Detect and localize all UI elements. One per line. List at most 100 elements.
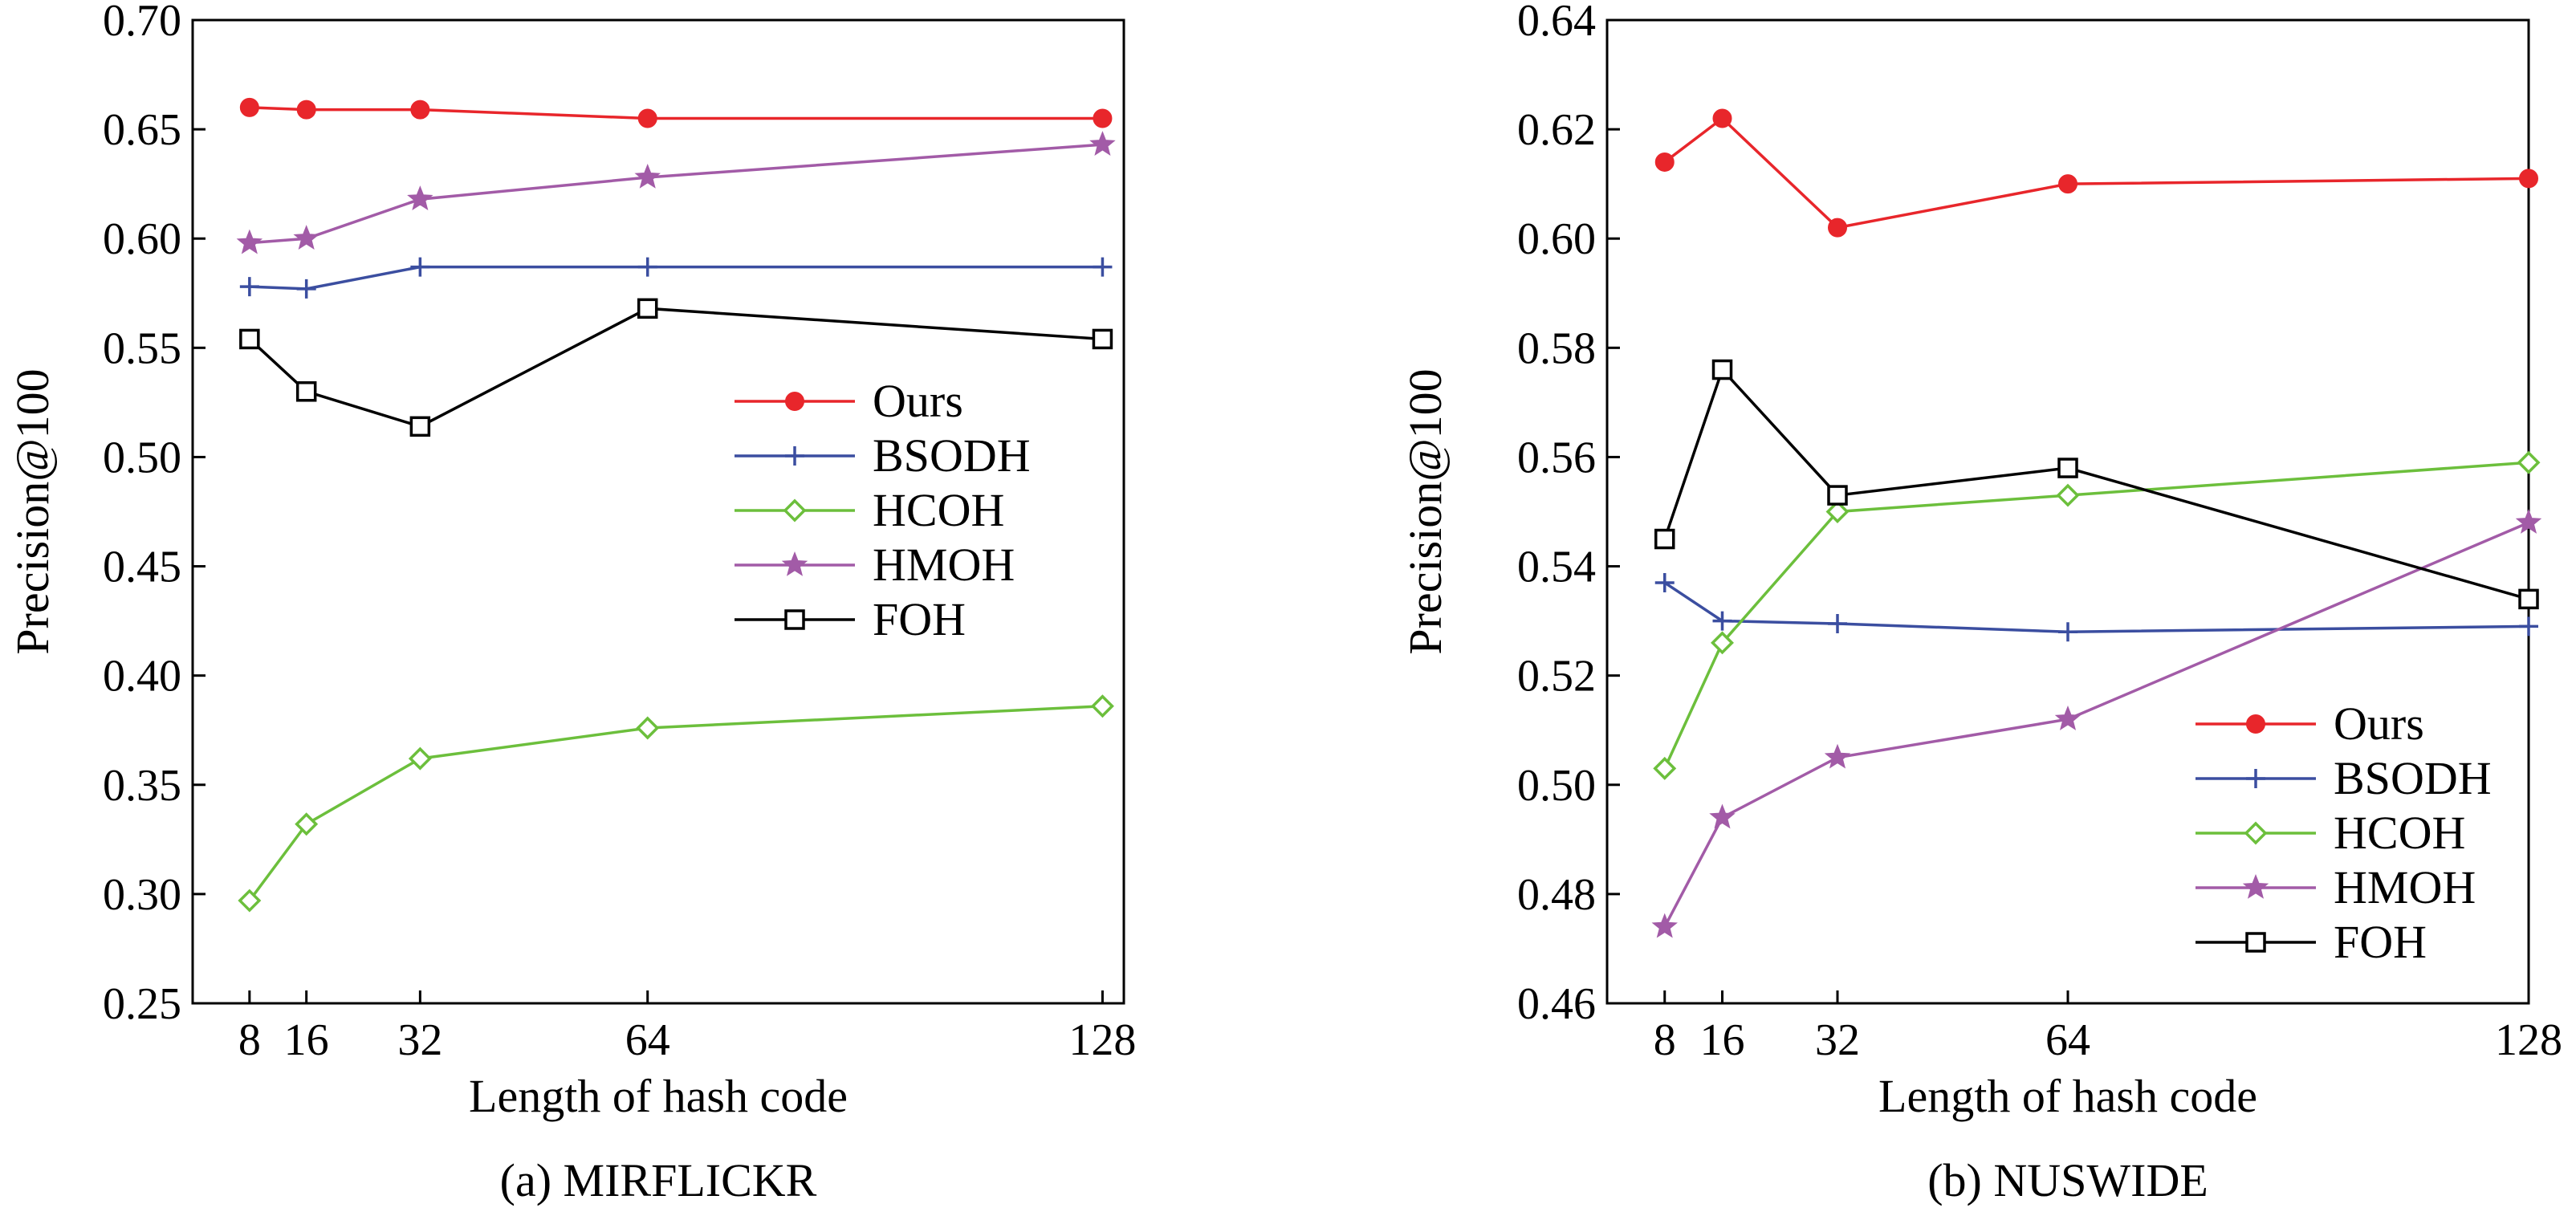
data-point: [2515, 509, 2542, 534]
y-tick-label: 0.60: [103, 214, 181, 264]
x-axis-title: Length of hash code: [469, 1070, 848, 1122]
y-tick-label: 0.70: [103, 0, 181, 46]
y-tick-label: 0.52: [1517, 652, 1596, 702]
x-tick-label: 8: [238, 1015, 261, 1065]
data-point: [1825, 500, 1850, 523]
series-line: [249, 106, 1103, 120]
legend-label: Ours: [2334, 697, 2424, 750]
y-tick-label: 0.58: [1517, 323, 1596, 373]
y-tick-label: 0.45: [103, 543, 181, 592]
data-point: [409, 416, 431, 437]
data-point: [2518, 588, 2539, 610]
data-point: [1654, 528, 1675, 550]
data-point: [1828, 218, 1847, 238]
y-tick-label: 0.35: [103, 761, 181, 811]
data-point: [2517, 450, 2541, 474]
y-tick-label: 0.48: [1517, 870, 1596, 920]
series-bsodh: [1654, 572, 2538, 642]
chart-nuswide: 0.46 0.48 0.50 0.52 0.54 0.56 0.58 0.60 0.62 0.64…: [1399, 0, 2562, 1206]
data-point: [296, 100, 316, 120]
x-tick-label: 128: [1068, 1015, 1136, 1065]
data-point: [2519, 616, 2538, 636]
legend-label: HCOH: [873, 484, 1004, 536]
data-point: [239, 277, 259, 297]
y-tick-label: 0.54: [1517, 543, 1596, 592]
data-point: [408, 746, 432, 771]
series-hmoh: [1651, 509, 2542, 938]
series-foh: [1654, 359, 2539, 610]
series-bsodh: [239, 257, 1113, 299]
series-hcoh: [238, 694, 1114, 913]
data-point: [407, 185, 433, 211]
data-point: [1827, 485, 1848, 506]
y-tick-label: 0.40: [103, 652, 181, 702]
series-line: [249, 265, 1103, 291]
legend-label: HMOH: [873, 539, 1015, 591]
series-hcoh: [1653, 450, 2541, 780]
series-ours: [1654, 108, 2538, 238]
data-point: [238, 889, 262, 913]
y-tick-label: 0.64: [1517, 0, 1596, 46]
y-tick-label: 0.62: [1517, 105, 1596, 155]
data-point: [1824, 743, 1851, 769]
legend-marker: [2246, 769, 2265, 788]
y-axis-title: Precision@100: [1399, 368, 1451, 654]
data-point: [1093, 108, 1113, 128]
data-point: [1653, 756, 1677, 780]
y-tick-label: 0.25: [103, 979, 181, 1029]
series-ours: [239, 97, 1113, 128]
x-tick-label: 16: [284, 1015, 329, 1065]
series-line: [249, 143, 1103, 245]
series-line: [1663, 116, 2529, 230]
x-tick-label: 64: [625, 1015, 670, 1065]
legend-marker: [783, 498, 807, 523]
data-point: [637, 298, 658, 319]
data-point: [293, 225, 319, 250]
data-point: [2058, 622, 2077, 642]
chart-mirflickr: 0.25 0.30 0.35 0.40 0.45 0.50 0.55 0.60 0.65 0.70…: [6, 0, 1136, 1206]
y-tick-label: 0.50: [1517, 761, 1596, 811]
legend-label: BSODH: [2334, 752, 2492, 804]
x-tick-label: 128: [2495, 1015, 2562, 1065]
legend-label: Ours: [873, 375, 963, 427]
x-tick-label: 16: [1700, 1015, 1745, 1065]
x-tick-label: 8: [1654, 1015, 1676, 1065]
x-axis-title: Length of hash code: [1878, 1070, 2257, 1122]
y-axis-title: Precision@100: [6, 368, 59, 654]
series-hmoh: [236, 131, 1116, 254]
x-tick-label: 32: [1815, 1015, 1860, 1065]
legend-label: FOH: [2334, 916, 2427, 968]
data-point: [2056, 483, 2080, 507]
y-tick-label: 0.50: [103, 433, 181, 482]
data-point: [637, 108, 657, 128]
legend-marker: [785, 392, 804, 411]
data-point: [1828, 614, 1847, 634]
data-point: [295, 381, 317, 402]
data-point: [1654, 572, 1675, 592]
y-tick-label: 0.55: [103, 323, 181, 373]
data-point: [2519, 169, 2538, 189]
legend-marker: [2244, 821, 2268, 845]
y-tick-label: 0.46: [1517, 979, 1596, 1029]
data-point: [1711, 359, 1733, 380]
data-point: [239, 97, 259, 117]
chart-caption: (a) MIRFLICKR: [500, 1154, 817, 1206]
data-point: [1712, 108, 1732, 128]
data-point: [410, 257, 430, 277]
data-point: [1651, 913, 1678, 938]
data-point: [239, 328, 260, 350]
plot-frame: [191, 18, 1125, 1005]
data-point: [634, 163, 661, 189]
legend-marker: [785, 446, 804, 466]
series-foh: [239, 298, 1113, 437]
data-point: [1654, 152, 1675, 172]
legend-label: FOH: [873, 593, 966, 645]
series-line: [248, 705, 1103, 902]
legend-marker: [781, 551, 808, 576]
data-point: [636, 716, 660, 740]
y-tick-label: 0.30: [103, 870, 181, 920]
data-point: [1092, 328, 1113, 350]
data-point: [1709, 803, 1736, 829]
